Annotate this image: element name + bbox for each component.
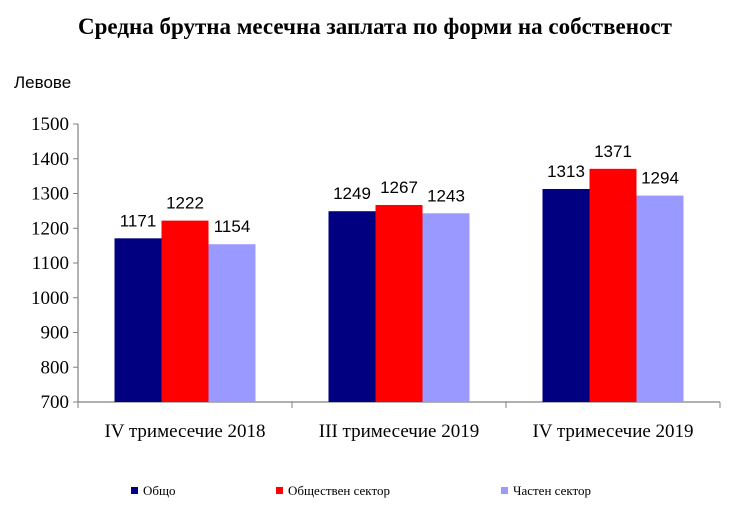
legend-label: Общо xyxy=(143,483,176,498)
bar xyxy=(208,244,256,402)
data-label: 1371 xyxy=(594,142,632,161)
y-tick-label: 1200 xyxy=(31,218,69,239)
bar xyxy=(114,238,162,402)
data-label: 1294 xyxy=(641,169,679,188)
bar xyxy=(328,211,376,402)
y-tick-label: 700 xyxy=(41,392,70,413)
bar xyxy=(636,195,684,402)
data-label: 1222 xyxy=(166,194,204,213)
y-tick-label: 1500 xyxy=(31,114,69,135)
bar xyxy=(589,168,637,402)
y-tick-label: 1400 xyxy=(31,149,69,170)
data-label: 1313 xyxy=(547,162,585,181)
legend-swatch xyxy=(501,487,508,494)
data-label: 1243 xyxy=(427,186,465,205)
bar xyxy=(375,204,423,402)
chart-title: Средна брутна месечна заплата по форми н… xyxy=(78,14,672,39)
y-tick-label: 800 xyxy=(41,357,70,378)
data-label: 1154 xyxy=(214,217,251,236)
x-tick-label: IV тримесечие 2018 xyxy=(104,421,265,442)
x-tick-label: IV тримесечие 2019 xyxy=(532,421,693,442)
y-tick-label: 1300 xyxy=(31,184,69,205)
y-tick-label: 900 xyxy=(41,323,70,344)
data-label: 1171 xyxy=(120,211,157,230)
legend-swatch xyxy=(276,487,283,494)
bar xyxy=(422,213,470,402)
legend-label: Частен сектор xyxy=(513,483,591,498)
data-label: 1249 xyxy=(333,184,371,203)
y-tick-label: 1100 xyxy=(32,253,69,274)
y-axis-label: Левове xyxy=(14,73,71,92)
bar xyxy=(161,220,209,402)
bar xyxy=(542,188,590,402)
y-tick-label: 1000 xyxy=(31,288,69,309)
legend-swatch xyxy=(131,487,138,494)
x-tick-label: III тримесечие 2019 xyxy=(319,421,479,442)
legend-label: Обществен сектор xyxy=(288,483,390,498)
data-label: 1267 xyxy=(380,178,418,197)
